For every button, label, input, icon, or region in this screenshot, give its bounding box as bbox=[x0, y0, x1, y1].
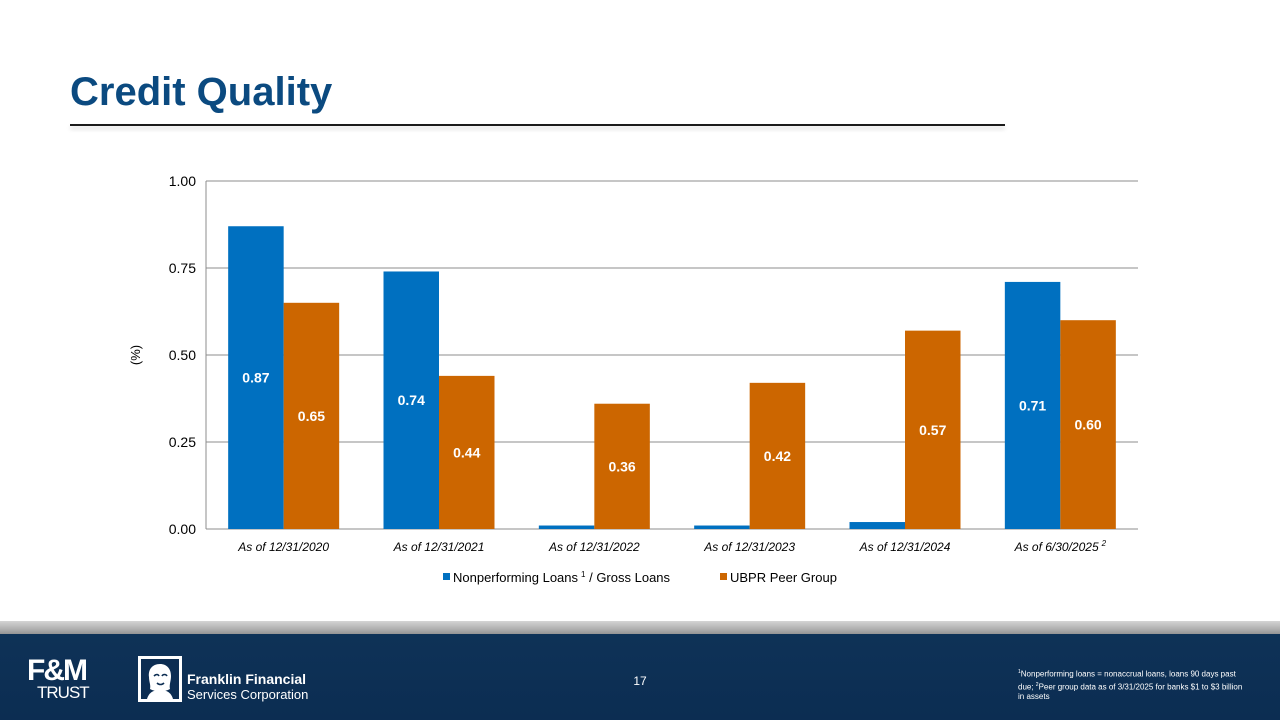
legend-entry: Nonperforming Loans 1 / Gross Loans bbox=[453, 570, 671, 585]
bar bbox=[849, 522, 905, 529]
fm-trust-logo-word: TRUST bbox=[37, 683, 90, 702]
bar bbox=[594, 403, 650, 529]
franklin-portrait-icon bbox=[138, 656, 182, 702]
credit-quality-bar-chart: 0.00 0.25 0.50 0.75 1.00 (%) 0.87 0.65 As of 12/… bbox=[128, 173, 1138, 585]
legend-swatch bbox=[720, 573, 727, 580]
x-tick-label: As of 6/30/2025 2 bbox=[1014, 539, 1107, 554]
footnote: 1Nonperforming loans = nonaccrual loans,… bbox=[1018, 667, 1248, 702]
data-label: 0.44 bbox=[453, 444, 480, 460]
ffsc-logo-line2: Services Corporation bbox=[187, 687, 309, 702]
data-label: 0.74 bbox=[398, 392, 425, 408]
x-tick-label: As of 12/31/2022 bbox=[548, 540, 640, 554]
bar bbox=[1004, 281, 1061, 529]
x-tick-label: As of 12/31/2020 bbox=[237, 540, 329, 554]
footnote-text-1: Nonperforming loans = nonaccrual loans, … bbox=[1018, 669, 1236, 692]
data-label: 0.57 bbox=[919, 422, 946, 438]
footnote-text-2: Peer group data as of 3/31/2025 for bank… bbox=[1018, 682, 1243, 702]
page-number: 17 bbox=[633, 674, 647, 688]
x-tick-label: As of 12/31/2024 bbox=[859, 540, 951, 554]
bar bbox=[1060, 320, 1116, 529]
bar bbox=[283, 302, 340, 529]
x-tick-label: As of 12/31/2023 bbox=[703, 540, 795, 554]
data-label: 0.71 bbox=[1019, 397, 1046, 413]
ffsc-logo-line1: Franklin Financial bbox=[187, 671, 307, 687]
ffsc-logo-text: Franklin Financial Services Corporation bbox=[187, 671, 309, 703]
bar bbox=[749, 382, 806, 529]
bar bbox=[905, 330, 961, 529]
x-tick-label: As of 12/31/2021 bbox=[393, 540, 485, 554]
legend-entry: UBPR Peer Group bbox=[730, 570, 837, 585]
bar bbox=[439, 375, 495, 529]
footer-gradient-strip bbox=[0, 621, 1280, 635]
bar bbox=[383, 271, 439, 529]
y-tick-label: 0.50 bbox=[169, 347, 196, 363]
legend-swatch bbox=[443, 573, 450, 580]
data-label: 0.36 bbox=[608, 458, 635, 474]
footer-band bbox=[0, 634, 1280, 720]
slide-title: Credit Quality bbox=[70, 70, 333, 114]
bar bbox=[538, 525, 595, 529]
y-tick-label: 0.75 bbox=[169, 260, 196, 276]
fm-trust-logo-mark: F&M bbox=[27, 654, 88, 687]
bar bbox=[694, 525, 750, 529]
data-label: 0.87 bbox=[242, 370, 269, 386]
footnote-marker-1: 1 bbox=[1018, 669, 1021, 675]
data-label: 0.65 bbox=[298, 408, 325, 424]
y-tick-label: 0.25 bbox=[169, 434, 196, 450]
data-label: 0.60 bbox=[1074, 417, 1101, 433]
y-tick-label: 1.00 bbox=[169, 173, 196, 189]
fm-trust-logo: F&M TRUST bbox=[27, 656, 111, 702]
footnote-marker-2: 2 bbox=[1035, 681, 1039, 688]
y-tick-label: 0.00 bbox=[169, 521, 196, 537]
y-axis-label: (%) bbox=[128, 345, 143, 365]
bar bbox=[228, 226, 284, 530]
title-divider bbox=[70, 124, 1005, 126]
data-label: 0.42 bbox=[764, 448, 791, 464]
